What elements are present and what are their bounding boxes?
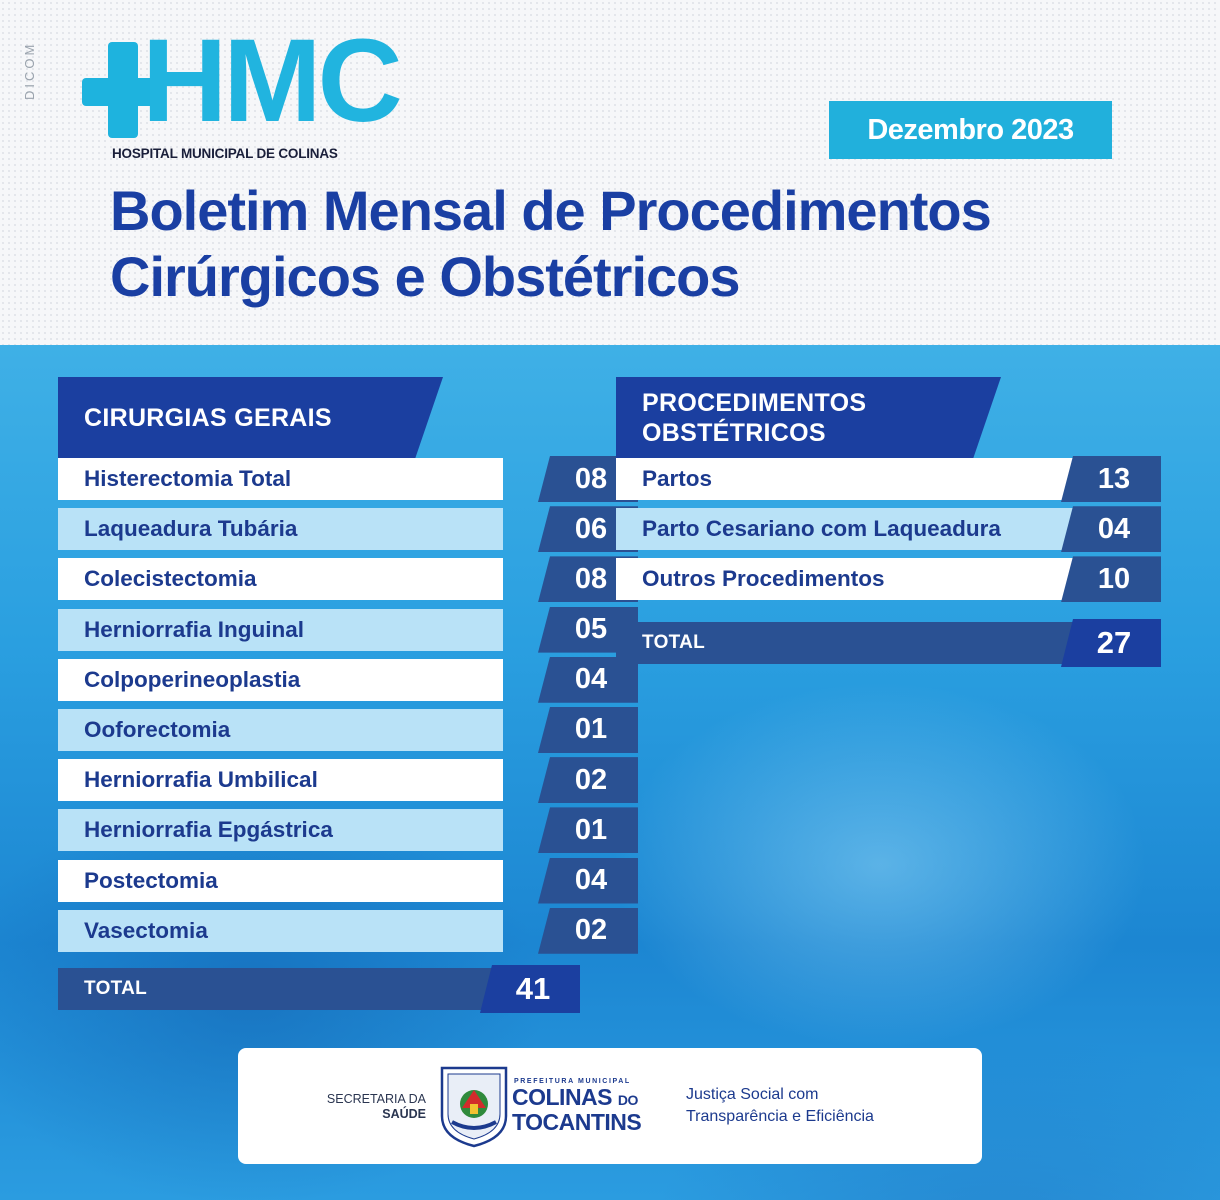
row-value: 01 [538, 706, 638, 753]
do-word: DO [617, 1092, 639, 1108]
row-value: 02 [538, 907, 638, 954]
row-value: 02 [538, 757, 638, 804]
cross-icon-bar [82, 78, 166, 106]
table-row: Partos 13 [616, 456, 1161, 502]
obstetric-total-value: 27 [1061, 619, 1161, 667]
table-row: Laqueadura Tubária 06 [58, 506, 638, 553]
footer-card: SECRETARIA DA SAÚDE PREFEITURA MUNICIPAL… [238, 1048, 982, 1164]
row-label: Colecistectomia [58, 558, 503, 601]
logo-text: HMC [142, 15, 403, 147]
slogan: Justiça Social com Transparência e Efici… [686, 1084, 926, 1128]
colinas-logo-text: COLINAS DO TOCANTINS [512, 1084, 642, 1135]
table-row: Outros Procedimentos 10 [616, 556, 1161, 603]
row-label: Postectomia [58, 859, 503, 902]
title-line-2: Cirúrgicos e Obstétricos [110, 245, 741, 308]
tocantins-word: TOCANTINS [512, 1109, 642, 1135]
secretaria-line-2: SAÚDE [382, 1107, 426, 1121]
general-surgeries-heading: CIRURGIAS GERAIS [58, 377, 443, 459]
title-line-1: Boletim Mensal de Procedimentos [110, 179, 992, 242]
obstetric-heading-line-2: OBSTÉTRICOS [642, 419, 826, 447]
slogan-line-2: Transparência e Eficiência [686, 1108, 874, 1125]
row-label: Herniorrafia Umbilical [58, 759, 503, 802]
row-value: 04 [1061, 506, 1161, 553]
general-surgeries-heading-text: CIRURGIAS GERAIS [84, 404, 332, 432]
general-surgeries-list: Histerectomia Total 08 Laqueadura Tubária… [58, 456, 638, 960]
page-title: Boletim Mensal de Procedimentos Cirúrgic… [110, 178, 1120, 310]
colinas-word: COLINAS [512, 1084, 613, 1110]
row-label: Laqueadura Tubária [58, 508, 503, 551]
table-row: Histerectomia Total 08 [58, 456, 638, 502]
slogan-line-1: Justiça Social com [686, 1086, 819, 1103]
row-label: Parto Cesariano com Laqueadura [616, 508, 1086, 551]
obstetric-heading-line-1: PROCEDIMENTOS [642, 389, 867, 417]
row-value: 13 [1061, 456, 1161, 502]
date-badge: Dezembro 2023 [829, 101, 1112, 159]
row-label: Herniorrafia Epgástrica [58, 809, 503, 852]
general-surgeries-total-label: TOTAL [58, 968, 498, 1010]
row-value: 01 [538, 807, 638, 854]
secretaria-line-1: SECRETARIA DA [326, 1092, 426, 1106]
table-row: Herniorrafia Umbilical 02 [58, 757, 638, 804]
table-row: Herniorrafia Epgástrica 01 [58, 807, 638, 854]
general-surgeries-total-value: 41 [480, 965, 580, 1013]
row-label: Outros Procedimentos [616, 558, 1086, 601]
table-row: Postectomia 04 [58, 857, 638, 904]
dicom-label: DICOM [22, 41, 37, 100]
row-label: Herniorrafia Inguinal [58, 608, 503, 651]
row-label: Colpoperineoplastia [58, 658, 503, 701]
row-label: Histerectomia Total [58, 458, 503, 500]
secretaria-saude: SECRETARIA DA SAÚDE [326, 1092, 426, 1122]
table-row: Vasectomia 02 [58, 907, 638, 954]
obstetric-total-label: TOTAL [616, 622, 1076, 664]
city-crest-icon [440, 1066, 508, 1148]
table-row: Colecistectomia 08 [58, 556, 638, 603]
row-label: Partos [616, 458, 1086, 500]
prefeitura-label: PREFEITURA MUNICIPAL [514, 1078, 631, 1085]
table-row: Colpoperineoplastia 04 [58, 656, 638, 703]
obstetric-procedures-list: Partos 13 Parto Cesariano com Laqueadura 0… [616, 456, 1161, 609]
table-row: Parto Cesariano com Laqueadura 04 [616, 506, 1161, 553]
row-value: 04 [538, 857, 638, 904]
hmc-logo: HMC HOSPITAL MUNICIPAL DE COLINAS [80, 22, 403, 165]
row-value: 04 [538, 656, 638, 703]
header-area [0, 0, 1220, 345]
table-row: Herniorrafia Inguinal 05 [58, 606, 638, 653]
table-row: Ooforectomia 01 [58, 706, 638, 753]
row-label: Vasectomia [58, 909, 503, 952]
logo-subtitle: HOSPITAL MUNICIPAL DE COLINAS [112, 146, 338, 161]
row-value: 10 [1061, 556, 1161, 603]
row-label: Ooforectomia [58, 708, 503, 751]
obstetric-procedures-heading: PROCEDIMENTOS OBSTÉTRICOS [616, 377, 1001, 459]
